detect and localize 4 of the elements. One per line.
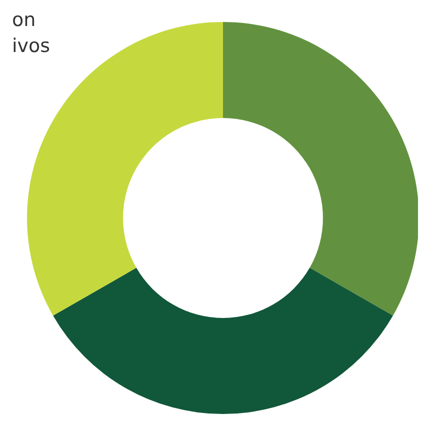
text: on [12, 9, 36, 31]
donut-slice [53, 268, 393, 414]
donut-slice [223, 22, 418, 316]
text: ivos [12, 35, 50, 57]
